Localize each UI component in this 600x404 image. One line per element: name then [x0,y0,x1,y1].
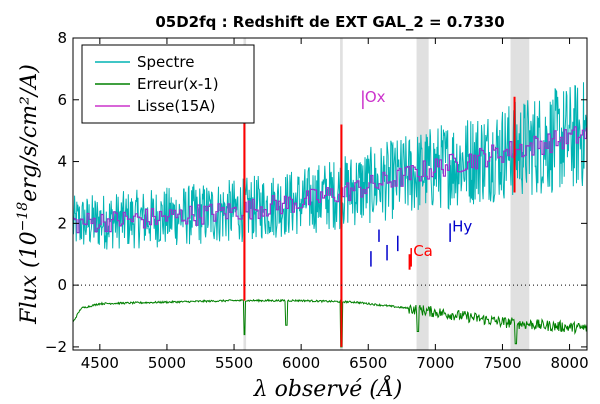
y-axis-label-exponent: −18 [15,202,31,232]
telluric-band-3 [510,38,530,350]
x-tick-label-6500: 6500 [349,354,387,372]
markers-layer: Ox Ca Hy [362,88,472,267]
marker-label-hy: Hy [452,218,472,236]
y-axis-label: Flux (10−18erg/s/cm²/A) [15,64,42,325]
y-axis-label-main: Flux (10 [17,231,42,324]
smooth-line [73,126,587,234]
axes-layer: 4500 5000 5500 6000 6500 7000 7500 8000 −2 0 2 4 6 8 [45,29,589,372]
plot-frame [72,37,588,351]
x-tick-label-4500: 4500 [81,354,119,372]
series-layer [73,82,587,348]
y-tick-label-2: 2 [57,214,67,232]
x-tick-label-5000: 5000 [148,354,186,372]
x-axis-label: λ observé (Å) [253,374,403,400]
legend: Spectre Erreur(x-1) Lisse(15A) [81,44,255,124]
x-tick-label-6000: 6000 [282,354,320,372]
legend-label-2: Lisse(15A) [137,97,215,115]
x-tick-label-5500: 5500 [215,354,253,372]
y-tick-label-4: 4 [57,153,67,171]
legend-label-0: Spectre [137,53,194,71]
marker-label-ca: Ca [413,242,433,260]
telluric-band-2 [416,38,429,350]
x-tick-label-7500: 7500 [483,354,521,372]
chart-title: 05D2fq : Redshift de EXT GAL_2 = 0.7330 [155,13,504,31]
y-tick-label-6: 6 [57,91,67,109]
y-axis-label-units: erg/s/cm²/A) [17,64,42,202]
x-tick-label-8000: 8000 [550,354,588,372]
series-group [73,82,587,348]
error-line [73,298,587,348]
y-tick-label-8: 8 [57,29,67,47]
y-tick-label--2: −2 [45,338,67,356]
legend-label-1: Erreur(x-1) [137,75,219,93]
marker-label-ox: Ox [365,88,386,106]
y-tick-label-0: 0 [57,276,67,294]
x-tick-label-7000: 7000 [416,354,454,372]
spectrum-line [73,82,587,250]
